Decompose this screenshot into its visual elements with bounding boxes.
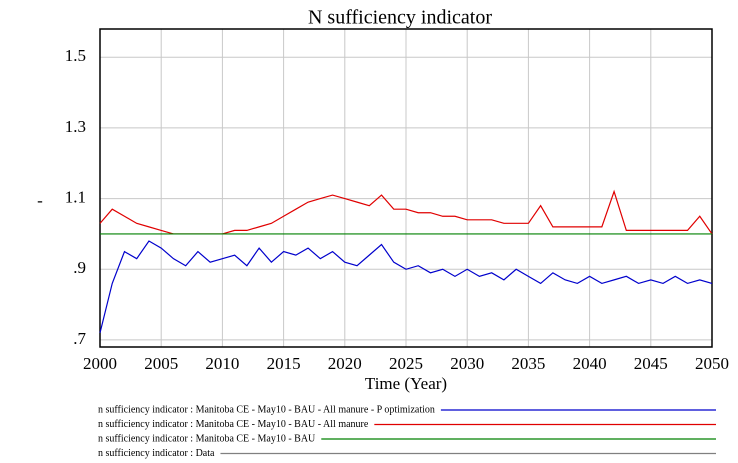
legend-label: n sufficiency indicator : Manitoba CE - … <box>98 433 316 444</box>
y-tick-label: .9 <box>73 258 86 277</box>
x-tick-label: 2035 <box>511 354 545 373</box>
x-tick-label: 2015 <box>267 354 301 373</box>
x-tick-label: 2030 <box>450 354 484 373</box>
x-axis-label: Time (Year) <box>365 374 447 393</box>
legend-label: n sufficiency indicator : Data <box>98 448 215 459</box>
x-tick-label: 2000 <box>83 354 117 373</box>
x-tick-label: 2050 <box>695 354 729 373</box>
y-tick-label: 1.1 <box>65 188 86 207</box>
x-tick-label: 2010 <box>205 354 239 373</box>
legend-label: n sufficiency indicator : Manitoba CE - … <box>98 419 369 430</box>
x-tick-label: 2005 <box>144 354 178 373</box>
series-line <box>99 240 713 334</box>
x-tick-label: 2025 <box>389 354 423 373</box>
plot-frame <box>99 28 713 348</box>
x-tick-label: 2040 <box>573 354 607 373</box>
y-tick-label: .7 <box>73 329 86 348</box>
y-tick-label: 1.5 <box>65 46 86 65</box>
x-tick-label: 2020 <box>328 354 362 373</box>
y-tick-label: 1.3 <box>65 117 86 136</box>
legend-label: n sufficiency indicator : Manitoba CE - … <box>98 404 435 415</box>
y-axis-label: - <box>37 191 43 210</box>
x-tick-label: 2045 <box>634 354 668 373</box>
chart-title: N sufficiency indicator <box>308 7 492 29</box>
